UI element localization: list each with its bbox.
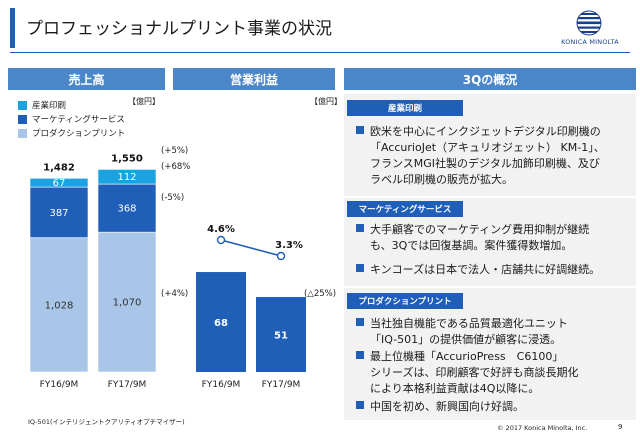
sales-bar-segment <box>29 237 89 373</box>
bullet-item: 当社独自機能である品質最適化ユニット 「IQ-501」の提供価値が顧客に浸透。 <box>356 316 634 348</box>
bullet-item: 最上位機種「AccurioPress C6100」 シリーズは、印刷顧客で好評も… <box>356 349 634 397</box>
subheader-industrial: 産業印刷 <box>347 100 463 116</box>
legend-item-production: プロダクションプリント <box>18 127 125 139</box>
legend-label: プロダクションプリント <box>32 129 126 139</box>
sales-total-label: 1,550 <box>111 153 143 164</box>
subheader-marketing: マーケティングサービス <box>347 201 463 217</box>
title-rule <box>10 52 630 53</box>
bullet-square-icon <box>356 318 364 326</box>
overview-header: 3Qの概況 <box>344 68 636 90</box>
sales-segment-label: 112 <box>117 172 136 183</box>
logo-text: KONICA MINOLTA <box>561 38 619 46</box>
op-bar-label: 51 <box>274 331 288 342</box>
x-tick-label: FY17/9M <box>262 380 301 390</box>
sales-bar-segment <box>97 183 157 233</box>
sales-total-label: 1,482 <box>43 162 75 173</box>
bullet-line: フランスMGI社製のデジタル加飾印刷機、及び <box>370 157 600 170</box>
sales-segment-label: 1,028 <box>45 300 74 311</box>
margin-line <box>220 239 282 257</box>
op-annotation: (△25%) <box>304 289 336 299</box>
x-tick-label: FY16/9M <box>202 380 241 390</box>
bullet-line: により本格利益貢献は4Q以降に。 <box>370 382 540 395</box>
bullet-line: 欧米を中心にインクジェットデジタル印刷機の <box>370 125 601 138</box>
sales-bar-segment <box>97 169 157 185</box>
sales-segment-label: 368 <box>117 204 136 215</box>
legend-item-marketing: マーケティングサービス <box>18 113 125 125</box>
sales-bar-segment <box>29 178 89 188</box>
sales-bar-segment <box>97 231 157 373</box>
sales-annotation: (+5%) <box>161 146 188 156</box>
bullet-item: 中国を初め、新興国向け好調。 <box>356 399 634 415</box>
page-title: プロフェッショナルプリント事業の状況 <box>26 19 332 39</box>
sales-segment-label: 1,070 <box>113 298 142 309</box>
op-bar-label: 68 <box>214 318 228 329</box>
copyright: © 2017 Konica Minolta, Inc. <box>497 424 588 432</box>
bullet-item: 欧米を中心にインクジェットデジタル印刷機の 「AccurioJet（アキュリオジ… <box>356 124 634 188</box>
bullet-square-icon <box>356 126 364 134</box>
margin-point <box>276 251 286 261</box>
legend-swatch <box>18 128 27 138</box>
legend-item-industrial: 産業印刷 <box>18 99 66 111</box>
bullet-line: 当社独自機能である品質最適化ユニット <box>370 317 568 330</box>
bullet-line: 中国を初め、新興国向け好調。 <box>370 400 524 413</box>
bullet-line: 「AccurioJet（アキュリオジェット） KM-1」、 <box>370 141 605 154</box>
op-header: 営業利益 <box>173 68 335 90</box>
overview-section-production <box>344 288 636 420</box>
bullet-line: も、3Qでは回復基調。案件獲得数増加。 <box>370 239 573 252</box>
bullet-line: 「IQ-501」の提供価値が顧客に浸透。 <box>370 333 562 346</box>
sales-chart: 1,028 387 67 1,482 FY16/9M 1,070 368 112 1,550 FY… <box>29 146 190 390</box>
page-number: 9 <box>618 423 623 431</box>
bullet-square-icon <box>356 224 364 232</box>
legend-label: マーケティングサービス <box>32 115 125 125</box>
bullet-line: シリーズは、印刷顧客で好評も商談長期化 <box>370 366 579 379</box>
bullet-square-icon <box>356 351 364 359</box>
footnote: IQ-501(インテリジェントクアリティオプチマイザー) <box>28 418 185 426</box>
margin-label: 4.6% <box>207 224 235 235</box>
bullet-square-icon <box>356 401 364 409</box>
subheader-production: プロダクションプリント <box>347 293 463 309</box>
legend-swatch <box>18 114 27 124</box>
op-chart: 68 FY16/9M 51 FY17/9M 4.6% 3.3% (△25%) <box>196 224 336 390</box>
bullet-item: キンコーズは日本で法人・店舗共に好調継続。 <box>356 262 634 278</box>
bullet-line: 大手顧客でのマーケティング費用抑制が継続 <box>370 223 590 236</box>
bullet-item: 大手顧客でのマーケティング費用抑制が継続 も、3Qでは回復基調。案件獲得数増加。 <box>356 222 634 254</box>
margin-point <box>216 235 226 245</box>
op-bar <box>256 297 306 372</box>
sales-annotation: (+68%) <box>161 162 190 172</box>
bullet-square-icon <box>356 264 364 272</box>
sales-annotation: (-5%) <box>161 193 184 203</box>
op-bar <box>196 272 246 372</box>
bullet-line: ラベル印刷機の販売が拡大。 <box>370 173 513 186</box>
sales-header: 売上高 <box>8 68 165 90</box>
margin-label: 3.3% <box>275 240 303 251</box>
bullet-line: 最上位機種「AccurioPress C6100」 <box>370 350 564 363</box>
sales-segment-label: 387 <box>49 208 68 219</box>
sales-unit: 【億円】 <box>128 97 160 106</box>
x-tick-label: FY17/9M <box>108 380 147 390</box>
bullet-line: キンコーズは日本で法人・店舗共に好調継続。 <box>370 263 601 276</box>
sales-annotation: (+4%) <box>161 289 188 299</box>
konica-minolta-logo-icon <box>576 10 602 36</box>
op-unit: 【億円】 <box>310 97 342 106</box>
legend-label: 産業印刷 <box>32 101 67 111</box>
legend-swatch <box>18 100 27 110</box>
sales-bar-segment <box>29 186 89 238</box>
sales-segment-label: 67 <box>53 178 66 189</box>
x-tick-label: FY16/9M <box>40 380 79 390</box>
title-accent-bar <box>10 8 15 48</box>
